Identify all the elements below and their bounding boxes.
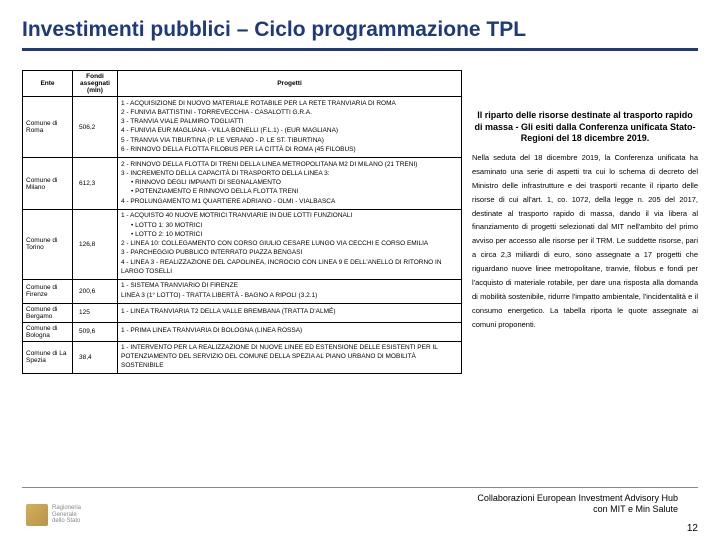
progetto-line: 2 - LINEA 10: COLLEGAMENTO CON CORSO GIU… (121, 240, 458, 249)
table-row: Comune di Roma506,21 - ACQUISIZIONE DI N… (23, 97, 462, 158)
cell-ente: Comune di Bergamo (23, 303, 73, 322)
th-ente: Ente (23, 71, 73, 97)
footer-note-line: Collaborazioni European Investment Advis… (477, 493, 678, 505)
progetto-line: 1 - PRIMA LINEA TRANVIARIA DI BOLOGNA (L… (121, 327, 458, 336)
logo-line: dello Stato (52, 518, 81, 525)
sidebar-heading: Il riparto delle risorse destinate al tr… (472, 110, 698, 145)
cell-progetti: 1 - LINEA TRANVIARIA T2 DELLA VALLE BREM… (118, 303, 462, 322)
logo-line: Generale (52, 512, 81, 519)
progetto-line: 1 - LINEA TRANVIARIA T2 DELLA VALLE BREM… (121, 308, 458, 317)
cell-ente: Comune di Roma (23, 97, 73, 158)
progetto-line: 1 - SISTEMA TRANVIARIO DI FIRENZE (121, 282, 458, 291)
sidebar-body: Nella seduta del 18 dicembre 2019, la Co… (472, 151, 698, 331)
table-column: Ente Fondi assegnati (mln) Progetti Comu… (22, 70, 462, 374)
cell-ente: Comune di La Spezia (23, 341, 73, 373)
progetto-line: 3 - INCREMENTO DELLA CAPACITÀ DI TRASPOR… (121, 170, 458, 179)
progetto-line: • LOTTO 2: 10 MOTRICI (121, 231, 458, 240)
logo-text: Ragioneria Generale dello Stato (52, 505, 81, 525)
progetto-line: • RINNOVO DEGLI IMPIANTI DI SEGNALAMENTO (121, 179, 458, 188)
table-row: Comune di Milano612,32 - RINNOVO DELLA F… (23, 158, 462, 210)
cell-fondi: 612,3 (73, 158, 118, 210)
footer-rule (22, 487, 698, 488)
cell-progetti: 1 - ACQUISTO 40 NUOVE MOTRICI TRANVIARIE… (118, 209, 462, 279)
slide-title: Investimenti pubblici – Ciclo programmaz… (22, 18, 526, 42)
page-number: 12 (687, 523, 698, 534)
cell-ente: Comune di Milano (23, 158, 73, 210)
logo-line: Ragioneria (52, 505, 81, 512)
title-rule (22, 48, 698, 51)
funding-table: Ente Fondi assegnati (mln) Progetti Comu… (22, 70, 462, 374)
table-row: Comune di Torino126,81 - ACQUISTO 40 NUO… (23, 209, 462, 279)
cell-progetti: 2 - RINNOVO DELLA FLOTTA DI TRENI DELLA … (118, 158, 462, 210)
table-row: Comune di La Spezia38,41 - INTERVENTO PE… (23, 341, 462, 373)
progetto-line: 2 - FUNIVIA BATTISTINI - TORREVECCHIA - … (121, 109, 458, 118)
cell-fondi: 506,2 (73, 97, 118, 158)
mef-logo-icon (26, 504, 48, 526)
progetto-line: 3 - TRANVIA VIALE PALMIRO TOGLIATTI (121, 118, 458, 127)
progetto-line: 4 - FUNIVIA EUR MAGLIANA - VILLA BONELLI… (121, 127, 458, 136)
cell-fondi: 125 (73, 303, 118, 322)
progetto-line: 3 - PARCHEGGIO PUBBLICO INTERRATO PIAZZA… (121, 249, 458, 258)
table-row: Comune di Firenze200,61 - SISTEMA TRANVI… (23, 279, 462, 303)
cell-fondi: 38,4 (73, 341, 118, 373)
progetto-line: 4 - LINEA 3 - REALIZZAZIONE DEL CAPOLINE… (121, 259, 458, 277)
progetto-line: 5 - TRANVIA VIA TIBURTINA (P. LE VERANO … (121, 137, 458, 146)
progetto-line: 1 - ACQUISTO 40 NUOVE MOTRICI TRANVIARIE… (121, 212, 458, 221)
th-progetti: Progetti (118, 71, 462, 97)
progetto-line: • LOTTO 1: 30 MOTRICI (121, 222, 458, 231)
progetto-line: 2 - RINNOVO DELLA FLOTTA DI TRENI DELLA … (121, 161, 458, 170)
footer-logo: Ragioneria Generale dello Stato (26, 504, 81, 526)
cell-progetti: 1 - PRIMA LINEA TRANVIARIA DI BOLOGNA (L… (118, 322, 462, 341)
cell-ente: Comune di Firenze (23, 279, 73, 303)
cell-progetti: 1 - SISTEMA TRANVIARIO DI FIRENZELINEA 3… (118, 279, 462, 303)
progetto-line: 6 - RINNOVO DELLA FLOTTA FILOBUS PER LA … (121, 146, 458, 155)
cell-fondi: 200,6 (73, 279, 118, 303)
progetto-line: 1 - INTERVENTO PER LA REALIZZAZIONE DI N… (121, 344, 458, 370)
footer-note-line: con MIT e Min Salute (477, 504, 678, 516)
text-column: Il riparto delle risorse destinate al tr… (472, 70, 698, 374)
cell-progetti: 1 - INTERVENTO PER LA REALIZZAZIONE DI N… (118, 341, 462, 373)
cell-ente: Comune di Bologna (23, 322, 73, 341)
table-row: Comune di Bologna509,61 - PRIMA LINEA TR… (23, 322, 462, 341)
progetto-line: LINEA 3 (1° LOTTO) - TRATTA LIBERTÀ - BA… (121, 292, 458, 301)
cell-ente: Comune di Torino (23, 209, 73, 279)
content-area: Ente Fondi assegnati (mln) Progetti Comu… (22, 70, 698, 374)
cell-fondi: 126,8 (73, 209, 118, 279)
th-fondi: Fondi assegnati (mln) (73, 71, 118, 97)
table-row: Comune di Bergamo1251 - LINEA TRANVIARIA… (23, 303, 462, 322)
progetto-line: 4 - PROLUNGAMENTO M1 QUARTIERE ADRIANO -… (121, 198, 458, 207)
cell-progetti: 1 - ACQUISIZIONE DI NUOVO MATERIALE ROTA… (118, 97, 462, 158)
cell-fondi: 509,6 (73, 322, 118, 341)
progetto-line: 1 - ACQUISIZIONE DI NUOVO MATERIALE ROTA… (121, 100, 458, 109)
footer-note: Collaborazioni European Investment Advis… (477, 493, 678, 516)
progetto-line: • POTENZIAMENTO E RINNOVO DELLA FLOTTA T… (121, 188, 458, 197)
